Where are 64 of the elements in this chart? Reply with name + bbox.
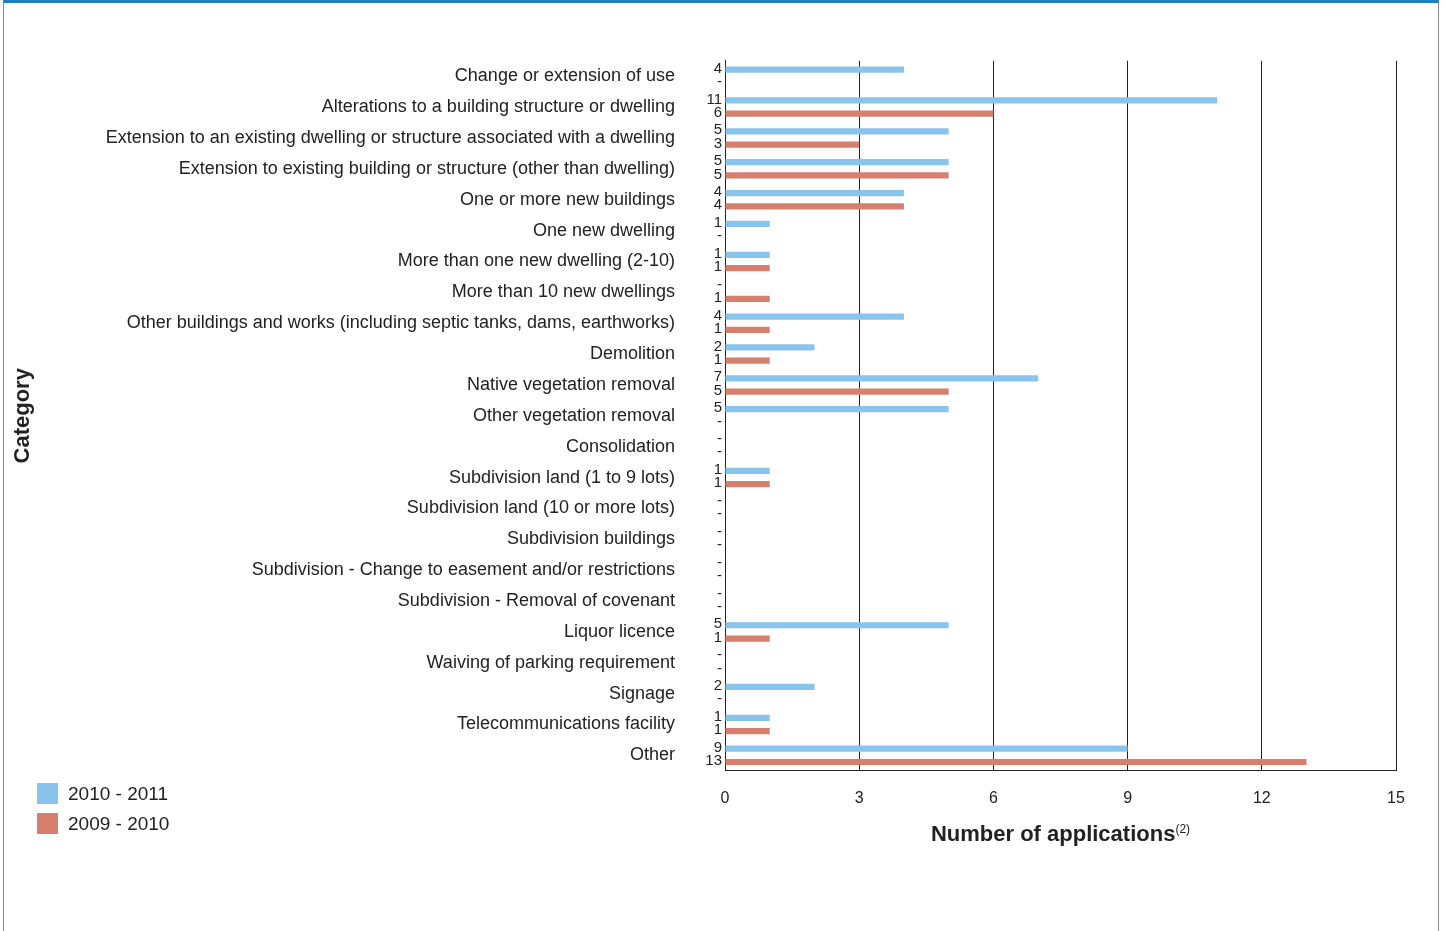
y-tick-label: Other buildings and works (including septic tanks, dams, earthworks) [126, 312, 675, 333]
bar [725, 683, 815, 691]
y-tick-label: Change or extension of use [454, 65, 675, 86]
y-tick-label: Extension to existing building or structure (other than dwelling) [178, 157, 675, 178]
bar [725, 745, 1128, 752]
x-tick-label: 9 [1123, 788, 1133, 806]
x-axis-title: Number of applications$^{(2)}$ [930, 820, 1191, 847]
y-tick-label: Extension to an existing dwelling or structure associated with a dwelling [105, 126, 675, 147]
bar [725, 66, 904, 73]
bar [725, 622, 949, 629]
bar [725, 357, 770, 364]
bar [725, 295, 770, 303]
bar [725, 313, 904, 320]
x-tick-label: 3 [854, 788, 864, 806]
data-label: 2 [713, 336, 722, 354]
y-tick-label: One or more new buildings [459, 188, 675, 209]
data-label: 11 [706, 89, 722, 107]
bar [725, 375, 1039, 382]
x-tick-label: 12 [1252, 788, 1271, 806]
bar [725, 635, 770, 642]
bar [725, 326, 770, 333]
bar [725, 388, 949, 395]
bar [725, 714, 770, 721]
y-tick-label: Waiving of parking requirement [426, 651, 675, 672]
legend-label: 2009 - 2010 [68, 812, 170, 835]
y-tick-label: Liquor licence [563, 620, 675, 641]
y-tick-label: Subdivision - Change to easement and/or restrictions [251, 559, 675, 580]
bar [725, 344, 815, 351]
y-tick-label: Consolidation [565, 435, 675, 456]
y-tick-label: Telecommunications facility [456, 713, 675, 734]
y-tick-label: Demolition [589, 343, 675, 364]
y-axis-title: Category [9, 367, 35, 464]
y-tick-label: Subdivision land (10 or more lots) [406, 497, 675, 518]
bar [725, 128, 949, 135]
x-tick-label: 15 [1387, 788, 1405, 806]
bar [725, 467, 770, 475]
bar [725, 406, 949, 413]
y-tick-label: Other [629, 744, 675, 765]
bar [725, 220, 770, 228]
y-tick-label: Alterations to a building structure or dwelling [321, 96, 675, 117]
legend-label: 2010 - 2011 [68, 782, 169, 805]
y-tick-label: More than 10 new dwellings [451, 281, 675, 302]
bar [725, 251, 770, 258]
y-tick-label: Signage [608, 682, 675, 703]
bar [725, 97, 1218, 104]
bar [725, 758, 1307, 766]
y-tick-label: Native vegetation removal [466, 373, 675, 394]
bar [725, 159, 949, 166]
y-tick-label: One new dwelling [532, 219, 675, 240]
y-tick-label: Subdivision land (1 to 9 lots) [448, 466, 675, 487]
y-tick-label: Subdivision buildings [506, 528, 675, 549]
bar [725, 141, 860, 148]
y-tick-label: Other vegetation removal [472, 404, 675, 425]
bar [725, 481, 770, 488]
y-tick-label: Subdivision - Removal of covenant [397, 589, 675, 610]
y-tick-label: More than one new dwelling (2-10) [397, 250, 675, 271]
bar [725, 264, 770, 272]
x-tick-label: 0 [720, 788, 730, 806]
bar [725, 110, 994, 117]
bar [725, 728, 770, 735]
x-tick-label: 6 [988, 788, 998, 806]
bar [725, 172, 949, 179]
bar [725, 203, 904, 210]
bar [725, 189, 904, 197]
